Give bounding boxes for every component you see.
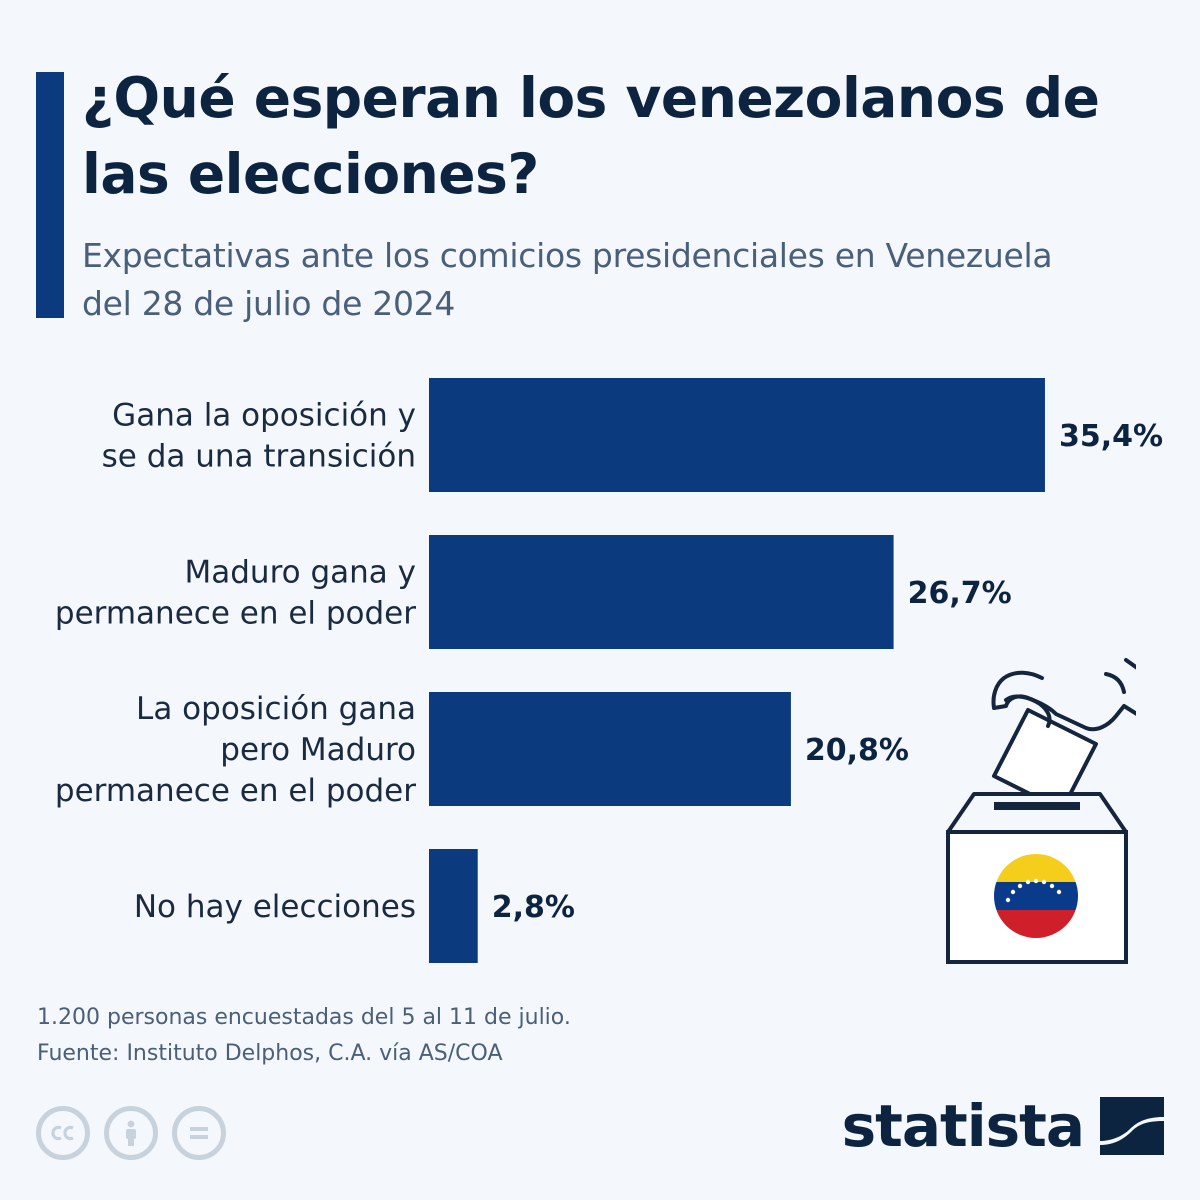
- statista-logo[interactable]: statista: [842, 1092, 1164, 1160]
- title-accent-bar: [36, 72, 64, 318]
- license-icons: [36, 1106, 226, 1160]
- cc-icon[interactable]: [36, 1106, 90, 1160]
- chart-subtitle: Expectativas ante los comicios presidenc…: [82, 236, 1053, 323]
- category-label-1-2: se da una transición: [102, 439, 416, 475]
- value-label-4: 2,8%: [492, 890, 575, 925]
- ballot-box-icon: [936, 656, 1142, 980]
- bar-2: [429, 535, 894, 649]
- bar-3: [429, 692, 791, 806]
- category-label-3-3: permanece en el poder: [55, 773, 416, 809]
- category-label-2-2: permanece en el poder: [55, 596, 416, 632]
- bar-1: [429, 378, 1045, 492]
- category-label-3-2: pero Maduro: [220, 732, 416, 768]
- bar-chart: Gana la oposición y se da una transición 3…: [55, 378, 1163, 963]
- category-label-1-1: Gana la oposición y: [112, 398, 416, 434]
- value-label-2: 26,7%: [908, 576, 1012, 611]
- survey-note: 1.200 personas encuestadas del 5 al 11 d…: [37, 1005, 571, 1030]
- category-label-3-1: La oposición gana: [136, 691, 416, 727]
- brand-name: statista: [841, 1092, 1085, 1160]
- source-note: Fuente: Instituto Delphos, C.A. vía AS/C…: [37, 1041, 503, 1066]
- category-label-4-1: No hay elecciones: [134, 889, 416, 925]
- bar-4: [429, 849, 478, 963]
- chart-title: ¿Qué esperan los venezolanos de las elec…: [82, 66, 1100, 206]
- value-label-3: 20,8%: [805, 733, 909, 768]
- attribution-icon[interactable]: [104, 1106, 158, 1160]
- no-derivatives-icon[interactable]: [172, 1106, 226, 1160]
- footer-notes: 1.200 personas encuestadas del 5 al 11 d…: [37, 1000, 571, 1072]
- venezuela-flag-icon: [994, 854, 1078, 938]
- category-label-2-1: Maduro gana y: [185, 555, 416, 591]
- statista-logo-icon: [1100, 1097, 1164, 1155]
- value-label-1: 35,4%: [1059, 419, 1163, 454]
